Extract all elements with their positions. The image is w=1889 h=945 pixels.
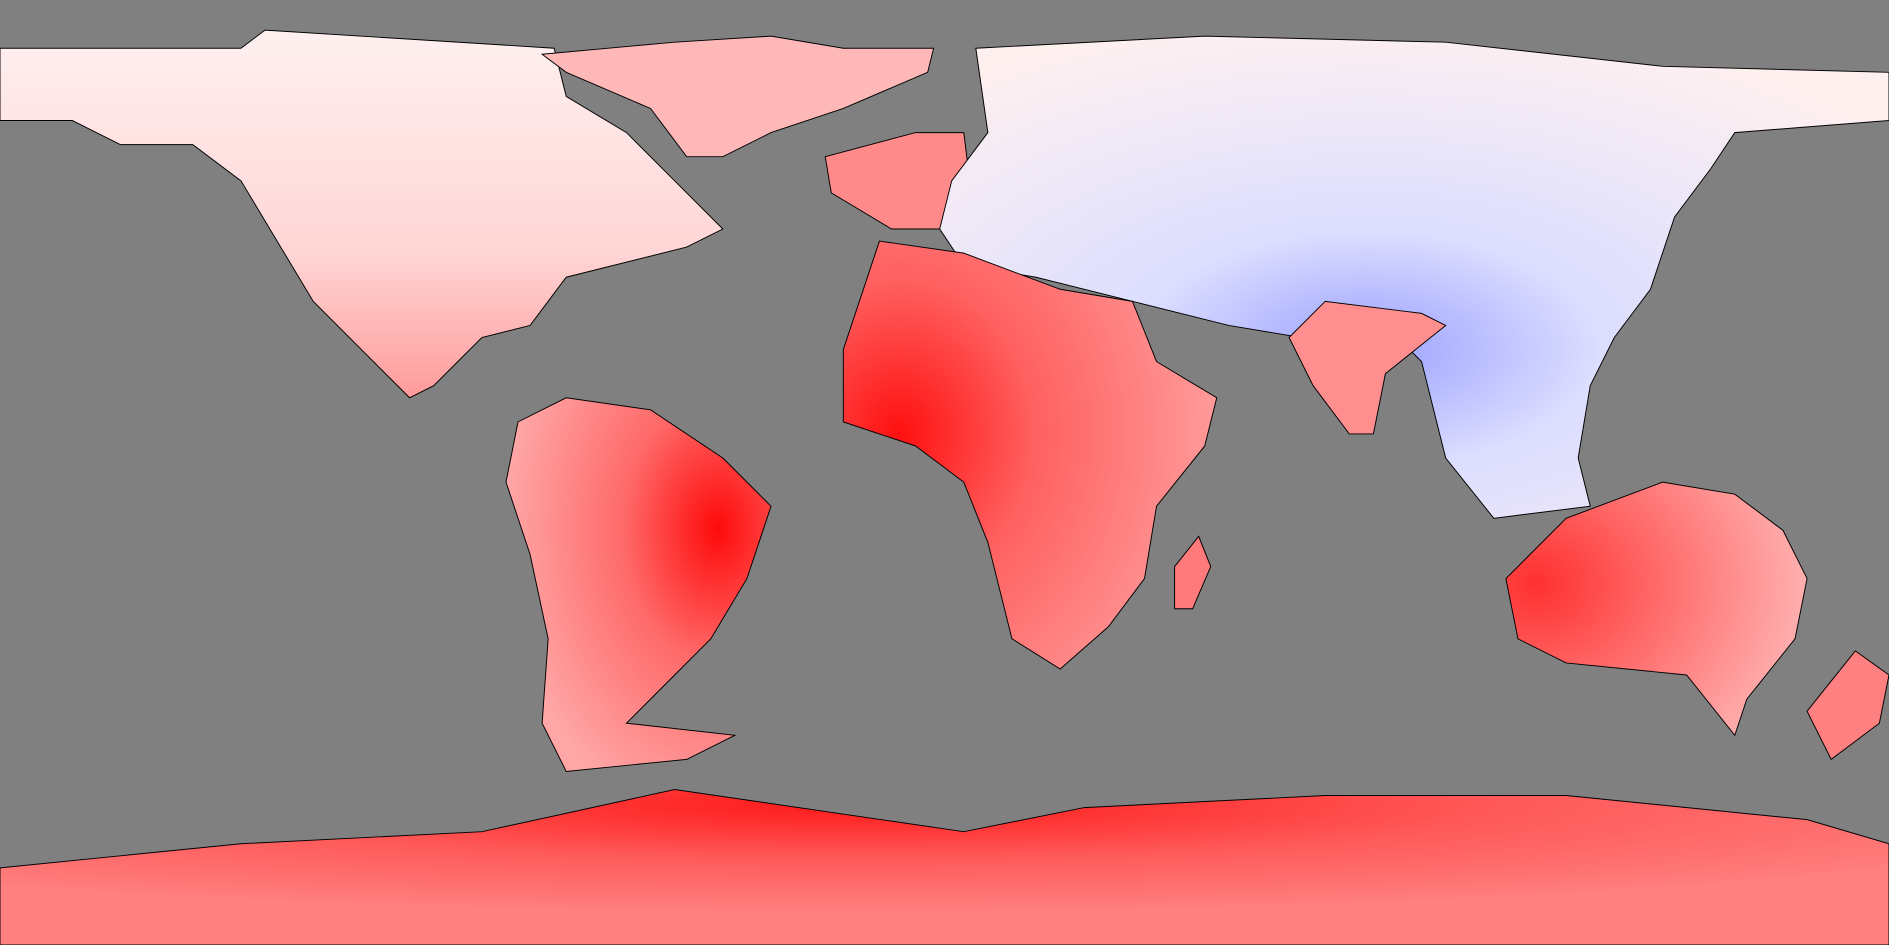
greenland [540,35,935,158]
antarctica [0,789,1889,945]
north-america [0,29,724,399]
africa [842,240,1218,670]
new-zealand [1806,650,1889,761]
madagascar [1174,535,1212,610]
australia [1505,481,1808,737]
india [1288,300,1447,435]
south-america [505,397,772,772]
